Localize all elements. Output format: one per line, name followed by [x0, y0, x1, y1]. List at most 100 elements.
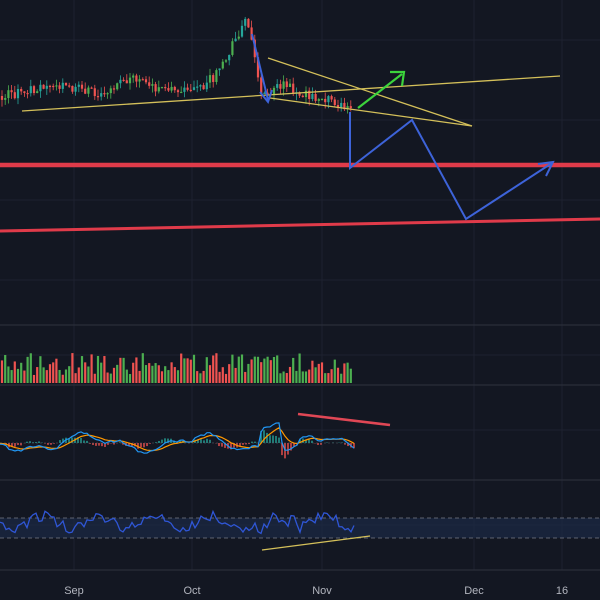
volume-bar[interactable]	[298, 353, 301, 383]
volume-bar[interactable]	[122, 357, 125, 383]
volume-bar[interactable]	[141, 353, 144, 383]
price-candle[interactable]	[298, 92, 301, 96]
volume-bar[interactable]	[333, 359, 336, 383]
price-candle[interactable]	[215, 70, 218, 82]
price-candle[interactable]	[100, 93, 103, 97]
volume-bar[interactable]	[10, 370, 13, 383]
price-candle[interactable]	[205, 82, 208, 90]
volume-bar[interactable]	[292, 357, 295, 383]
volume-bar[interactable]	[16, 368, 20, 383]
price-candle[interactable]	[333, 99, 336, 106]
price-candle[interactable]	[256, 57, 260, 78]
price-candle[interactable]	[324, 98, 327, 103]
price-candle[interactable]	[58, 85, 61, 89]
volume-bar[interactable]	[208, 365, 212, 383]
volume-bar[interactable]	[295, 370, 298, 383]
volume-bar[interactable]	[192, 354, 196, 383]
price-candle[interactable]	[32, 86, 36, 94]
price-candle[interactable]	[55, 85, 58, 87]
volume-bar[interactable]	[349, 368, 352, 383]
volume-bar[interactable]	[128, 374, 132, 383]
price-candle[interactable]	[292, 83, 295, 94]
price-candle[interactable]	[199, 85, 202, 87]
price-candle[interactable]	[154, 84, 157, 92]
price-candle[interactable]	[285, 81, 288, 88]
volume-bar[interactable]	[77, 367, 80, 383]
volume-bar[interactable]	[196, 371, 199, 383]
volume-bar[interactable]	[160, 371, 164, 383]
price-candle[interactable]	[77, 84, 80, 87]
price-candle[interactable]	[138, 79, 141, 82]
volume-bar[interactable]	[269, 360, 272, 383]
volume-bar[interactable]	[42, 367, 45, 383]
volume-bar[interactable]	[119, 357, 122, 383]
volume-bar[interactable]	[218, 371, 221, 383]
volume-bar[interactable]	[285, 373, 288, 383]
price-candle[interactable]	[157, 87, 160, 92]
price-candle[interactable]	[52, 85, 55, 88]
volume-bar[interactable]	[224, 373, 228, 383]
price-candle[interactable]	[84, 88, 87, 94]
price-candle[interactable]	[266, 92, 269, 94]
drawing-annotations[interactable]	[0, 33, 600, 551]
macd-panel[interactable]	[0, 422, 355, 459]
price-candle[interactable]	[336, 105, 340, 109]
price-candle[interactable]	[68, 85, 71, 87]
price-panel[interactable]	[0, 16, 352, 114]
volume-bar[interactable]	[231, 354, 234, 383]
volume-bar[interactable]	[330, 369, 333, 383]
volume-bar[interactable]	[263, 358, 266, 383]
price-candle[interactable]	[260, 77, 263, 94]
price-candle[interactable]	[148, 82, 151, 86]
price-candle[interactable]	[176, 90, 180, 93]
volume-bar[interactable]	[253, 356, 256, 383]
price-candle[interactable]	[173, 86, 176, 91]
price-candle[interactable]	[29, 86, 32, 94]
projection-path[interactable]	[349, 112, 553, 221]
price-candle[interactable]	[74, 86, 77, 92]
volume-bar[interactable]	[250, 359, 253, 383]
volume-bar[interactable]	[109, 373, 112, 383]
price-candle[interactable]	[276, 84, 279, 88]
price-candle[interactable]	[13, 92, 16, 99]
price-candle[interactable]	[0, 96, 4, 100]
volume-bar[interactable]	[64, 369, 68, 383]
price-candle[interactable]	[23, 91, 26, 93]
volume-bar[interactable]	[23, 370, 26, 383]
price-candle[interactable]	[237, 36, 240, 39]
rsi-trendline[interactable]	[261, 535, 371, 551]
price-candle[interactable]	[192, 87, 196, 90]
price-candle[interactable]	[141, 79, 144, 81]
price-candle[interactable]	[112, 88, 116, 90]
price-candle[interactable]	[340, 102, 343, 109]
volume-bar[interactable]	[148, 363, 151, 383]
volume-bar[interactable]	[106, 372, 109, 383]
price-candle[interactable]	[20, 88, 23, 92]
volume-bar[interactable]	[157, 365, 160, 383]
price-candle[interactable]	[301, 95, 304, 98]
price-candle[interactable]	[263, 92, 266, 94]
volume-bar[interactable]	[212, 355, 215, 383]
volume-bar[interactable]	[266, 356, 269, 383]
volume-bar[interactable]	[215, 353, 218, 383]
price-candle[interactable]	[42, 84, 45, 89]
volume-bar[interactable]	[103, 356, 106, 383]
volume-bar[interactable]	[180, 353, 183, 383]
volume-bar[interactable]	[100, 362, 103, 383]
breakout-arrow-head[interactable]	[390, 70, 406, 87]
projection-arrow-head[interactable]	[537, 160, 555, 177]
price-candle[interactable]	[109, 88, 112, 94]
wedge-upper-line[interactable]	[267, 57, 473, 127]
price-candle[interactable]	[224, 60, 228, 62]
price-candle[interactable]	[71, 85, 74, 92]
rsi-panel[interactable]	[0, 509, 600, 539]
price-candle[interactable]	[16, 88, 20, 99]
volume-bar[interactable]	[199, 373, 202, 383]
price-candle[interactable]	[170, 86, 173, 91]
volume-bar[interactable]	[288, 366, 292, 383]
macd-divergence-line[interactable]	[297, 412, 391, 427]
price-candle[interactable]	[87, 87, 90, 94]
price-candle[interactable]	[314, 94, 317, 101]
price-candle[interactable]	[132, 75, 135, 78]
price-candle[interactable]	[122, 79, 125, 82]
